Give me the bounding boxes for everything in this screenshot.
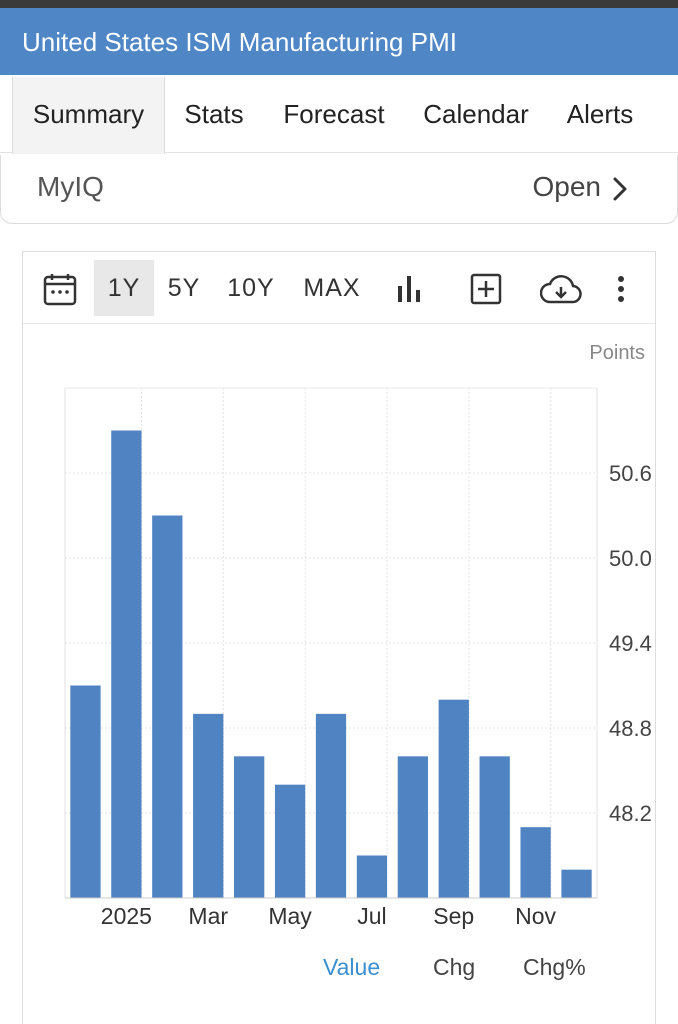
tab-bar: Summary Stats Forecast Calendar Alerts [0,75,678,154]
app-header: United States ISM Manufacturing PMI [0,8,678,75]
x-tick-label: Sep [433,903,474,929]
bar-oct-2025 [479,756,510,898]
chevron-right-icon[interactable] [609,175,631,203]
page-title: United States ISM Manufacturing PMI [22,27,457,57]
x-tick-label: Jul [357,903,386,929]
bar-jul-2025 [356,855,388,898]
x-tick-label: Mar [188,903,228,929]
y-tick-label: 48.8 [609,716,652,741]
range-5y-button[interactable]: 5Y [167,274,201,302]
myiq-label: MyIQ [37,171,104,202]
tab-summary[interactable]: Summary [12,77,165,154]
add-box-icon[interactable] [470,273,502,305]
bar-apr-2025 [234,756,265,898]
more-vertical-icon[interactable] [615,274,627,304]
bar-jun-2025 [315,713,347,898]
bar-dec-2025 [561,869,592,898]
bar-may-2025 [274,784,306,898]
status-bar [0,0,678,8]
legend-chg[interactable]: Chg [433,954,476,980]
x-tick-label: Nov [515,903,556,929]
pmi-bar-chart: 48.2 48.8 49.4 50.0 50.6 2025 Mar May Jul Sep Nov [64,387,652,929]
chart-panel: 1Y 5Y 10Y MAX Points 48.2 48.8 49.4 50.0 50.… [22,251,656,1024]
cloud-download-icon[interactable] [540,275,582,305]
range-10y-button[interactable]: 10Y [227,274,275,302]
y-tick-label: 48.2 [609,801,652,826]
y-tick-label: 49.4 [609,631,652,656]
chart-toolbar: 1Y 5Y 10Y MAX [23,252,655,324]
bar-chart-icon[interactable] [396,274,424,304]
range-1y-button[interactable]: 1Y [94,260,154,316]
bar-mar-2025 [193,713,224,898]
myiq-open-link[interactable]: Open [532,171,602,202]
x-tick-label: May [268,903,312,929]
bar-jan-2025 [111,430,142,898]
bar-feb-2025 [152,515,183,898]
tab-alerts[interactable]: Alerts [566,99,634,129]
range-max-button[interactable]: MAX [303,274,361,302]
x-tick-label: 2025 [101,903,152,929]
bar-aug-2025 [397,756,428,898]
legend-chg-percent[interactable]: Chg% [523,954,586,980]
calendar-icon[interactable] [43,272,77,306]
bar-nov-2025 [520,827,551,898]
y-tick-label: 50.6 [609,461,652,486]
bar-sep-2025 [438,699,469,898]
tab-forecast[interactable]: Forecast [283,99,385,129]
tab-calendar[interactable]: Calendar [423,99,529,129]
legend-value[interactable]: Value [323,954,381,980]
bar-dec-2024 [70,685,101,898]
myiq-bar[interactable]: MyIQ Open [0,155,678,224]
units-label: Points [589,342,645,364]
y-tick-label: 50.0 [609,546,652,571]
tab-stats[interactable]: Stats [184,99,244,129]
